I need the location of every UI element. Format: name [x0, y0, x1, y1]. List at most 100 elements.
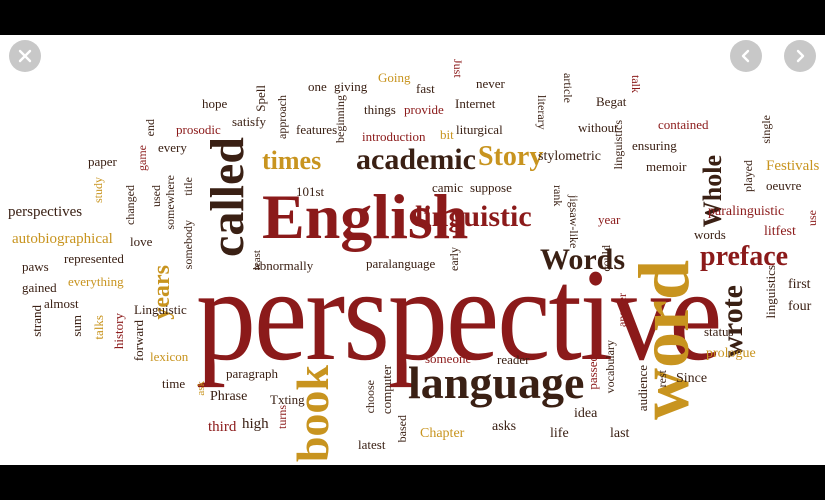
word-talks: talks: [91, 315, 106, 340]
word-third: third: [208, 419, 237, 435]
word-rank: rank: [551, 185, 565, 207]
word-perspectives: perspectives: [8, 204, 83, 220]
word-one: one: [308, 79, 327, 94]
word-vocabulary: vocabulary: [603, 340, 617, 394]
word-festivals: Festivals: [766, 158, 820, 174]
word-computer: computer: [379, 365, 394, 415]
word-abnormally: abnormally: [254, 258, 314, 273]
word-txting: Txting: [270, 392, 305, 407]
word-english: English: [262, 181, 469, 252]
close-button[interactable]: [9, 40, 41, 72]
word-four: four: [788, 299, 812, 314]
word-words-small: words: [694, 227, 726, 242]
word-used: used: [149, 185, 163, 207]
word-paws: paws: [22, 259, 49, 274]
word-passed: passed: [585, 355, 600, 390]
word-early: early: [447, 247, 461, 271]
word-everything: everything: [68, 274, 124, 289]
word-linguistic-small: Linguistic: [134, 302, 187, 317]
word-title: title: [181, 177, 195, 196]
word-literary: literary: [535, 95, 549, 130]
word-could: could: [599, 245, 613, 272]
word-stylometric: stylometric: [538, 149, 601, 164]
word-linguistics: linguistics: [763, 265, 778, 319]
word-paragraph: paragraph: [226, 366, 278, 381]
word-since: Since: [676, 371, 708, 386]
word-liturgical: liturgical: [456, 122, 503, 137]
word-linguistic: linguistic: [415, 200, 532, 233]
word-features: features: [296, 122, 338, 137]
word-going: Going: [378, 70, 411, 85]
word-study: study: [91, 177, 105, 204]
word-without: without: [578, 120, 618, 135]
next-button[interactable]: [784, 40, 816, 72]
word-played: played: [741, 160, 755, 192]
word-gained: gained: [22, 280, 57, 295]
word-bit: bit: [440, 127, 454, 142]
word-paper: paper: [88, 154, 117, 169]
word-represented: represented: [64, 251, 124, 266]
word-never: never: [476, 76, 505, 91]
word-memoir: memoir: [646, 159, 687, 174]
word-hope: hope: [202, 96, 228, 111]
word-oeuvre: oeuvre: [766, 178, 802, 193]
word-101st: 101st: [296, 184, 325, 199]
word-reader: reader: [497, 352, 530, 367]
word-begat: Begat: [596, 94, 627, 109]
word-ask: ask: [195, 381, 207, 396]
word-introduction: introduction: [362, 129, 426, 144]
chevron-right-icon: [796, 49, 805, 63]
word-chapter: Chapter: [420, 426, 465, 441]
word-lexicon: lexicon: [150, 349, 189, 364]
word-prosodic: prosodic: [176, 122, 221, 137]
word-status: status: [704, 324, 734, 339]
word-use: use: [805, 210, 819, 226]
word-prologue: prologue: [706, 346, 756, 361]
word-single: single: [759, 115, 773, 144]
word-audience: audience: [635, 365, 650, 412]
word-game: game: [135, 145, 149, 171]
word-just: Just: [451, 59, 465, 78]
word-almost: almost: [44, 296, 79, 311]
word-called: called: [201, 137, 254, 257]
word-asks: asks: [492, 419, 517, 434]
word-academic: academic: [356, 143, 476, 176]
word-choose: choose: [363, 380, 377, 414]
word-someone: someone: [425, 351, 472, 366]
word-ensuring: ensuring: [632, 138, 677, 153]
word-provide: provide: [404, 102, 444, 117]
prev-button[interactable]: [730, 40, 762, 72]
word-life: life: [550, 426, 569, 441]
word-year: year: [598, 212, 621, 227]
word-story: Story: [478, 141, 544, 172]
word-every: every: [158, 140, 187, 155]
word-phrase: Phrase: [210, 389, 248, 404]
word-idea: idea: [574, 406, 598, 421]
word-sum: sum: [69, 315, 84, 337]
word-answer: answer: [615, 293, 629, 327]
word-last: last: [610, 426, 630, 441]
word-rest: rest: [655, 370, 669, 388]
word-strand: strand: [29, 305, 44, 337]
word-autobiographical: autobiographical: [12, 231, 113, 247]
word-preface: preface: [700, 241, 789, 272]
word-things: things: [364, 102, 396, 117]
word-giving: giving: [334, 79, 368, 94]
word-jigsaw-like: jigsaw-like: [567, 195, 581, 249]
word-book: book: [287, 365, 338, 463]
word-camic: camic: [432, 180, 464, 195]
word-beginning: beginning: [333, 95, 347, 143]
word-paralinguistic: paralinguistic: [708, 204, 785, 219]
word-approach: approach: [275, 95, 289, 139]
word-words: Words: [540, 243, 626, 276]
word-least: least: [251, 250, 263, 271]
word-spell: Spell: [253, 85, 268, 112]
word-paralanguage: paralanguage: [366, 256, 436, 271]
word-perspective: perspective: [196, 241, 722, 388]
word-based: based: [395, 415, 409, 443]
word-somebody: somebody: [181, 220, 195, 270]
word-satisfy: satisfy: [232, 114, 266, 129]
bottom-bar: [0, 465, 825, 500]
word-contained: contained: [658, 117, 709, 132]
word-latest: latest: [358, 437, 386, 452]
